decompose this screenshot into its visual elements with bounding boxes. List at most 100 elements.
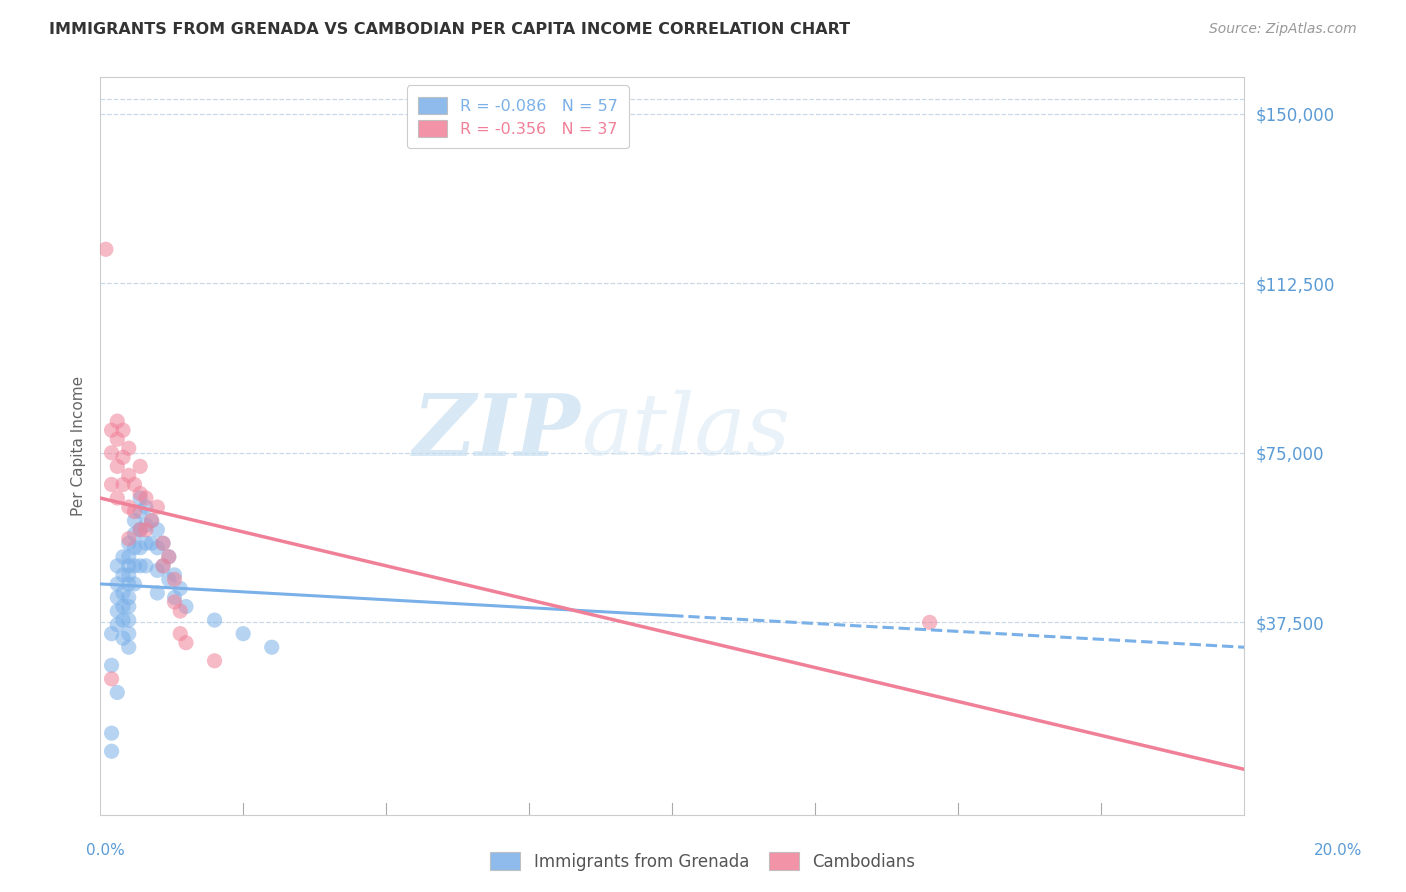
Point <box>100 672 122 686</box>
Point <box>152 536 174 550</box>
Point <box>100 726 122 740</box>
Point <box>100 446 122 460</box>
Point <box>100 423 122 437</box>
Point <box>105 577 128 591</box>
Point <box>141 514 163 528</box>
Point <box>124 577 146 591</box>
Point <box>105 432 128 446</box>
Point <box>163 591 186 605</box>
Point <box>100 626 122 640</box>
Point <box>118 536 141 550</box>
Point <box>105 685 128 699</box>
Point <box>111 423 134 437</box>
Point <box>124 477 146 491</box>
Point <box>105 491 128 505</box>
Point <box>169 582 191 596</box>
Text: 0.0%: 0.0% <box>86 843 125 858</box>
Point <box>129 505 152 519</box>
Point <box>105 558 128 573</box>
Point <box>118 500 141 514</box>
Point <box>135 518 157 533</box>
Point <box>152 558 174 573</box>
Point <box>100 658 122 673</box>
Point <box>124 527 146 541</box>
Y-axis label: Per Capita Income: Per Capita Income <box>72 376 86 516</box>
Point <box>260 640 283 655</box>
Point <box>152 536 174 550</box>
Point <box>169 604 191 618</box>
Point <box>118 549 141 564</box>
Point <box>105 459 128 474</box>
Point <box>129 523 152 537</box>
Point <box>157 549 180 564</box>
Point <box>118 626 141 640</box>
Point <box>157 573 180 587</box>
Point <box>129 491 152 505</box>
Point <box>105 604 128 618</box>
Point <box>129 486 152 500</box>
Point <box>157 549 180 564</box>
Point <box>111 631 134 645</box>
Point <box>135 558 157 573</box>
Point <box>118 532 141 546</box>
Point <box>129 558 152 573</box>
Point <box>129 523 152 537</box>
Point <box>111 450 134 465</box>
Point <box>152 558 174 573</box>
Point <box>105 414 128 428</box>
Point <box>135 523 157 537</box>
Point <box>118 577 141 591</box>
Point <box>141 536 163 550</box>
Point <box>124 558 146 573</box>
Legend: R = -0.086   N = 57, R = -0.356   N = 37: R = -0.086 N = 57, R = -0.356 N = 37 <box>406 86 628 148</box>
Point <box>118 468 141 483</box>
Point <box>135 536 157 550</box>
Point <box>111 477 134 491</box>
Point <box>118 591 141 605</box>
Text: ZIP: ZIP <box>413 390 581 473</box>
Point <box>118 442 141 456</box>
Point <box>146 500 169 514</box>
Point <box>111 586 134 600</box>
Point <box>918 615 941 630</box>
Point <box>124 514 146 528</box>
Point <box>146 586 169 600</box>
Point <box>111 549 134 564</box>
Text: 20.0%: 20.0% <box>1315 843 1362 858</box>
Text: Source: ZipAtlas.com: Source: ZipAtlas.com <box>1209 22 1357 37</box>
Point <box>163 595 186 609</box>
Point <box>232 626 254 640</box>
Point <box>135 500 157 514</box>
Point <box>141 514 163 528</box>
Point <box>124 541 146 555</box>
Point <box>146 541 169 555</box>
Point <box>174 636 197 650</box>
Point <box>118 567 141 582</box>
Point <box>118 599 141 614</box>
Point <box>135 491 157 505</box>
Point <box>163 567 186 582</box>
Point <box>146 563 169 577</box>
Point <box>100 744 122 758</box>
Point <box>169 626 191 640</box>
Point <box>129 541 152 555</box>
Point <box>118 640 141 655</box>
Point <box>163 573 186 587</box>
Point <box>94 242 117 256</box>
Point <box>118 613 141 627</box>
Point <box>204 613 226 627</box>
Point <box>111 613 134 627</box>
Point <box>111 599 134 614</box>
Text: atlas: atlas <box>581 390 790 473</box>
Point <box>118 558 141 573</box>
Point <box>146 523 169 537</box>
Point <box>129 459 152 474</box>
Point <box>105 617 128 632</box>
Point <box>111 567 134 582</box>
Point <box>105 591 128 605</box>
Point <box>124 505 146 519</box>
Point <box>204 654 226 668</box>
Point <box>174 599 197 614</box>
Point <box>100 477 122 491</box>
Legend: Immigrants from Grenada, Cambodians: Immigrants from Grenada, Cambodians <box>482 844 924 880</box>
